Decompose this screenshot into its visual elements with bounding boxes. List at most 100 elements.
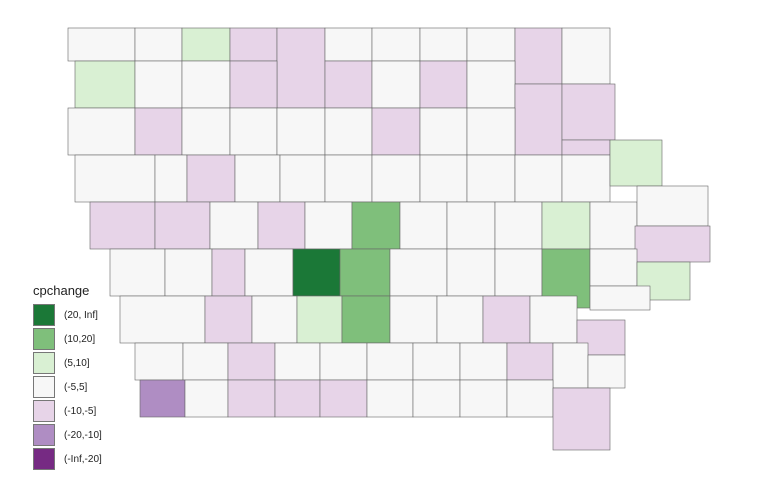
county xyxy=(419,27,468,62)
county xyxy=(304,201,353,250)
legend-item: (-20,-10] xyxy=(33,423,102,447)
legend-item: (20, Inf] xyxy=(33,303,102,327)
county xyxy=(419,107,468,156)
county xyxy=(274,342,321,381)
legend-label: (-20,-10] xyxy=(64,429,102,441)
county xyxy=(324,107,373,156)
legend-label: (-5,5] xyxy=(64,381,88,393)
county xyxy=(339,248,391,297)
county xyxy=(109,248,166,297)
county xyxy=(134,107,183,156)
county xyxy=(257,201,306,250)
county xyxy=(389,295,438,344)
county xyxy=(276,107,326,156)
county xyxy=(561,139,611,156)
county xyxy=(552,387,611,451)
county xyxy=(587,354,626,389)
county xyxy=(134,60,183,109)
county xyxy=(181,107,231,156)
county xyxy=(561,154,611,203)
county xyxy=(211,248,246,297)
county xyxy=(494,248,543,297)
county xyxy=(506,342,554,381)
county xyxy=(186,154,236,203)
county xyxy=(589,285,651,311)
county xyxy=(244,248,294,297)
county xyxy=(552,342,589,389)
county xyxy=(154,201,211,250)
county xyxy=(351,201,401,250)
county xyxy=(74,60,136,109)
legend-label: (10,20] xyxy=(64,333,96,345)
county xyxy=(74,154,156,203)
county xyxy=(446,201,496,250)
county xyxy=(229,27,278,62)
county xyxy=(561,27,611,85)
legend-swatch xyxy=(33,376,55,398)
county xyxy=(436,295,484,344)
county xyxy=(276,27,326,109)
county xyxy=(154,154,188,203)
county xyxy=(324,60,373,109)
county xyxy=(227,342,276,381)
county xyxy=(134,27,183,62)
legend-swatch xyxy=(33,424,55,446)
county xyxy=(341,295,391,344)
county xyxy=(324,154,373,203)
county xyxy=(412,379,461,418)
county xyxy=(134,342,184,381)
county xyxy=(466,107,516,156)
county xyxy=(419,60,468,109)
county xyxy=(412,342,461,381)
county xyxy=(529,295,578,344)
county xyxy=(182,342,229,381)
county xyxy=(514,154,563,203)
county xyxy=(181,27,231,62)
county xyxy=(466,154,516,203)
county xyxy=(319,379,368,418)
county xyxy=(296,295,343,344)
county xyxy=(229,60,278,109)
legend-label: (20, Inf] xyxy=(64,309,98,321)
county xyxy=(389,248,448,297)
county xyxy=(292,248,341,297)
county xyxy=(227,379,276,418)
county xyxy=(119,295,206,344)
legend-label: (5,10] xyxy=(64,357,90,369)
county xyxy=(459,379,508,418)
county xyxy=(494,201,543,250)
county xyxy=(371,107,421,156)
legend-swatch xyxy=(33,448,55,470)
county xyxy=(371,60,421,109)
legend-title: cpchange xyxy=(33,283,90,298)
county xyxy=(366,379,414,418)
county xyxy=(514,27,563,85)
county xyxy=(319,342,368,381)
county xyxy=(419,154,468,203)
legend-item: (-Inf,-20] xyxy=(33,447,102,471)
county xyxy=(371,154,421,203)
legend-label: (-10,-5] xyxy=(64,405,97,417)
county xyxy=(541,201,591,250)
county xyxy=(89,201,156,250)
county xyxy=(184,379,229,418)
legend-item: (5,10] xyxy=(33,351,102,375)
legend-item: (-5,5] xyxy=(33,375,102,399)
county xyxy=(634,225,711,263)
county xyxy=(371,27,421,62)
county xyxy=(274,379,321,418)
county xyxy=(366,342,414,381)
county xyxy=(482,295,531,344)
county xyxy=(139,379,186,418)
county xyxy=(459,342,508,381)
county xyxy=(399,201,448,250)
county xyxy=(164,248,213,297)
legend-item: (10,20] xyxy=(33,327,102,351)
county xyxy=(561,83,616,141)
county xyxy=(589,201,638,250)
county xyxy=(204,295,253,344)
county xyxy=(466,60,516,109)
county xyxy=(181,60,231,109)
